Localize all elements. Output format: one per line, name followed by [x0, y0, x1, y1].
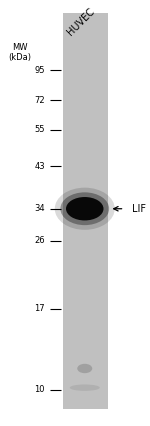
Text: 95: 95 — [34, 66, 45, 75]
Text: 17: 17 — [34, 304, 45, 314]
Text: 26: 26 — [34, 236, 45, 245]
Text: 72: 72 — [34, 95, 45, 105]
Text: MW
(kDa): MW (kDa) — [8, 43, 31, 62]
Text: 43: 43 — [34, 161, 45, 171]
Text: 10: 10 — [34, 385, 45, 394]
Bar — [63, 13, 108, 409]
Text: HUVEC: HUVEC — [66, 6, 97, 37]
Ellipse shape — [60, 192, 109, 225]
Text: 55: 55 — [34, 125, 45, 135]
Ellipse shape — [66, 197, 104, 221]
Ellipse shape — [70, 384, 100, 391]
Ellipse shape — [77, 364, 92, 373]
Text: 34: 34 — [34, 204, 45, 213]
Ellipse shape — [55, 187, 115, 230]
Text: LIF: LIF — [132, 204, 146, 214]
